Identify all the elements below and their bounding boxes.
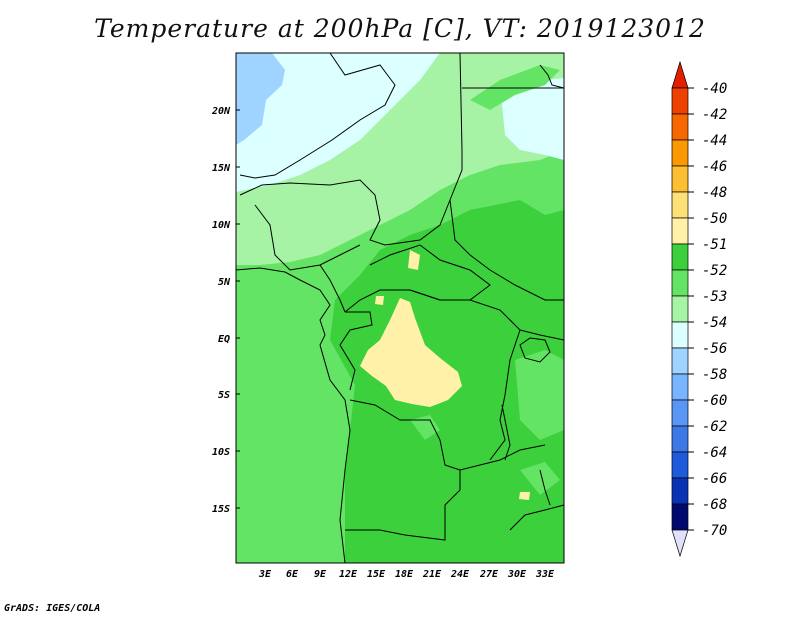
colorbar-swatch — [671, 113, 689, 141]
lon-label: 27E — [479, 569, 499, 580]
lon-label: 33E — [535, 569, 555, 580]
field-patch-53a — [255, 320, 285, 360]
field-spot-51b — [375, 296, 384, 305]
colorbar-swatch — [671, 191, 689, 219]
colorbar-swatch — [671, 295, 689, 323]
colorbar-label: -50 — [702, 211, 727, 227]
border-libya-egypt — [459, 53, 463, 151]
colorbar-swatch — [671, 399, 689, 427]
field-patch-53d — [520, 462, 560, 495]
colorbar-label: -46 — [702, 159, 727, 175]
border-gabon-congo — [339, 311, 373, 391]
border-nigeria-cameroon — [319, 264, 346, 313]
colorbar-label: -56 — [702, 341, 727, 357]
field-patch-53c — [410, 415, 440, 440]
field-spot-51c — [519, 492, 530, 500]
field-spot-51a — [408, 250, 420, 270]
field-cyan-56 — [236, 53, 440, 192]
lat-label: 10N — [212, 220, 231, 231]
lake-victoria — [519, 337, 551, 363]
field-patch-53b — [515, 350, 564, 440]
colorbar-swatch — [671, 425, 689, 453]
colorbar-label: -68 — [702, 497, 727, 513]
colorbar-label: -48 — [702, 185, 727, 201]
colorbar-label: -53 — [702, 289, 727, 305]
colorbar-swatch — [671, 269, 689, 297]
lat-label: 15S — [212, 504, 230, 515]
lon-label: 12E — [339, 569, 358, 580]
colorbar-swatch — [671, 243, 689, 271]
lake-malawi — [539, 469, 551, 506]
lat-label: 15N — [212, 163, 231, 174]
border-drc-north — [380, 289, 521, 331]
field-blue-58 — [236, 53, 285, 145]
colorbar-swatch — [671, 477, 689, 505]
country-boundaries — [236, 53, 564, 563]
lat-label: 10S — [212, 447, 230, 458]
colorbar-swatch — [671, 165, 689, 193]
lon-label: 21E — [422, 569, 442, 580]
colorbar-swatch — [671, 451, 689, 479]
lon-label: 30E — [507, 569, 527, 580]
border-algeria-libya — [239, 53, 396, 179]
colorbar-label: -60 — [702, 393, 727, 409]
lon-label: 15E — [367, 569, 386, 580]
border-tanzania — [519, 329, 564, 341]
coastline-west — [236, 267, 351, 563]
lat-label: 5N — [218, 277, 231, 288]
temperature-field — [236, 53, 564, 563]
colorbar-label: -42 — [702, 107, 727, 123]
border-niger-nigeria — [254, 204, 361, 271]
colorbar-label: -52 — [702, 263, 727, 279]
lon-label: 9E — [314, 569, 327, 580]
colorbar-label: -51 — [702, 237, 727, 253]
colorbar-label: -54 — [702, 315, 727, 331]
border-sahel — [239, 150, 463, 246]
colorbar-swatch — [671, 373, 689, 401]
lat-label: 20N — [211, 106, 231, 117]
border-car — [344, 244, 491, 313]
nile-coast — [539, 64, 564, 89]
colorbar-label: -40 — [702, 81, 727, 97]
border-chad-sudan — [449, 199, 564, 301]
border-mozambique — [509, 504, 564, 531]
colorbar-label: -44 — [702, 133, 727, 149]
field-core-51 — [360, 298, 462, 407]
colorbar-label: -62 — [702, 419, 727, 435]
colorbar-swatch — [671, 529, 689, 558]
lon-label: 18E — [395, 569, 414, 580]
colorbar-swatch — [671, 87, 689, 115]
map-title: Temperature at 200hPa [C], VT: 201912301… — [94, 14, 706, 43]
colorbar-label: -70 — [702, 523, 727, 539]
colorbar-swatch — [671, 503, 689, 531]
lon-label: 3E — [258, 569, 272, 580]
credit-label: GrADS: IGES/COLA — [4, 603, 101, 614]
lon-label: 6E — [286, 569, 299, 580]
colorbar-swatch — [671, 60, 689, 89]
colorbar-swatch — [671, 347, 689, 375]
lat-label: EQ — [218, 334, 230, 345]
map-frame — [235, 52, 565, 564]
colorbar-swatch — [671, 217, 689, 245]
colorbar-label: -58 — [702, 367, 727, 383]
colorbar-swatch — [671, 321, 689, 349]
colorbar-swatch — [671, 139, 689, 167]
colorbar: -40 -42 -44 -46 -48 -50 -51 -52 -53 -54 -56 -58 -60 -… — [671, 60, 727, 558]
field-cyan-56-east — [500, 78, 564, 160]
lat-axis: 20N 15N 10N 5N EQ 5S 10S 15S — [211, 106, 240, 515]
colorbar-label: -64 — [702, 445, 727, 461]
lon-axis: 3E 6E 9E 12E 15E 18E 21E 24E 27E 30E 33E — [258, 569, 555, 580]
lake-tanganyika — [501, 404, 511, 461]
lat-label: 5S — [218, 390, 230, 401]
border-zambia — [459, 444, 546, 471]
lon-label: 24E — [450, 569, 470, 580]
colorbar-label: -66 — [702, 471, 727, 487]
